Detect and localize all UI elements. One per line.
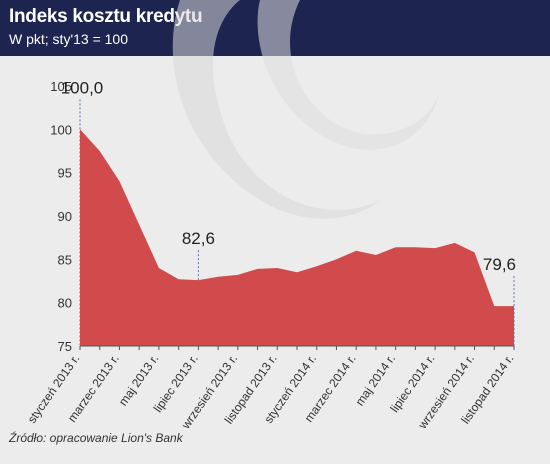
callout-label: 79,6: [483, 255, 516, 274]
y-tick-label: 90: [58, 209, 72, 224]
callouts: 100,0 82,6 79,6: [61, 78, 516, 274]
y-tick-label: 75: [58, 339, 72, 354]
x-axis: styczeń 2013 r.marzec 2013 r.maj 2013 r.…: [25, 345, 516, 432]
callout-label: 100,0: [61, 78, 104, 97]
y-tick-label: 80: [58, 296, 72, 311]
area-series: [79, 129, 515, 346]
y-tick-label: 100: [50, 122, 72, 137]
chart-subtitle: W pkt; sty'13 = 100: [9, 31, 129, 47]
y-tick-label: 105: [50, 79, 72, 94]
watermark-logo: [172, 0, 440, 219]
y-tick-label: 95: [58, 166, 72, 181]
area-fill: [80, 129, 514, 346]
y-tick-label: 85: [58, 252, 72, 267]
chart-title: Indeks kosztu kredytu: [9, 6, 203, 27]
source-note: Źródło: opracowanie Lion's Bank: [9, 431, 183, 445]
callout-label: 82,6: [182, 229, 215, 248]
y-axis: 75 80 85 90 95 100 105: [50, 79, 72, 354]
